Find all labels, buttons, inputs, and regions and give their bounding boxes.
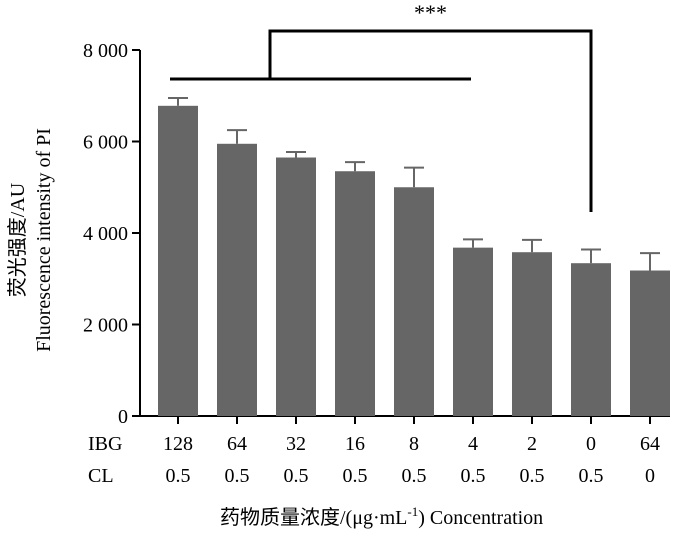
ibg-label: 2 <box>527 433 537 455</box>
labels: IBG CL 128 64 32 16 8 4 2 0 64 0.5 0.5 0.5 0.5 0.5 0.5 0.… <box>6 128 660 529</box>
significance-label: *** <box>414 0 447 25</box>
ibg-label: 16 <box>345 433 365 455</box>
bar <box>453 247 493 416</box>
bars <box>158 97 670 416</box>
cl-label: 0.5 <box>166 465 191 487</box>
ibg-label: 32 <box>286 433 306 455</box>
x-axis-title-cn: 药物质量浓度/(μg·mL <box>220 506 407 529</box>
y-tick-label: 2 000 <box>83 315 128 337</box>
cl-label: 0.5 <box>284 465 309 487</box>
ibg-label: 64 <box>640 433 660 455</box>
y-tick-label: 4 000 <box>83 223 128 245</box>
axes: 0 2 000 4 000 6 000 8 000 <box>83 40 670 428</box>
significance-line <box>268 29 593 212</box>
x-axis-title-en: ) Concentration <box>418 507 543 529</box>
ibg-label: 0 <box>586 433 596 455</box>
y-tick-label: 6 000 <box>83 132 128 154</box>
cl-label: 0.5 <box>225 465 250 487</box>
bar <box>217 143 257 416</box>
bar <box>571 263 611 416</box>
x-axis-title: 药物质量浓度/(μg·mL-1) Concentration <box>220 504 543 529</box>
cl-label: 0.5 <box>461 465 486 487</box>
bar <box>394 187 434 416</box>
bar <box>158 105 198 416</box>
y-axis-title-en: Fluorescence intensity of PI <box>33 128 55 352</box>
y-tick-label: 0 <box>118 406 128 428</box>
cl-label: 0.5 <box>402 465 427 487</box>
significance-bracket: *** <box>170 0 593 212</box>
bar <box>335 171 375 416</box>
x-axis-title-sup: -1 <box>407 504 418 519</box>
cl-label: 0.5 <box>343 465 368 487</box>
y-axis-title-cn: 荧光强度/AU <box>6 182 29 297</box>
y-tick-label: 8 000 <box>83 40 128 62</box>
ibg-label: 8 <box>409 433 419 455</box>
row-label-cl: CL <box>88 465 114 487</box>
cl-label: 0.5 <box>579 465 604 487</box>
bar <box>512 252 552 416</box>
bar <box>630 270 670 416</box>
row-label-ibg: IBG <box>88 433 122 455</box>
cl-label: 0 <box>645 465 655 487</box>
ibg-label: 4 <box>468 433 478 455</box>
ibg-label: 128 <box>163 433 193 455</box>
bar <box>276 157 316 416</box>
cl-label: 0.5 <box>520 465 545 487</box>
ibg-label: 64 <box>227 433 247 455</box>
